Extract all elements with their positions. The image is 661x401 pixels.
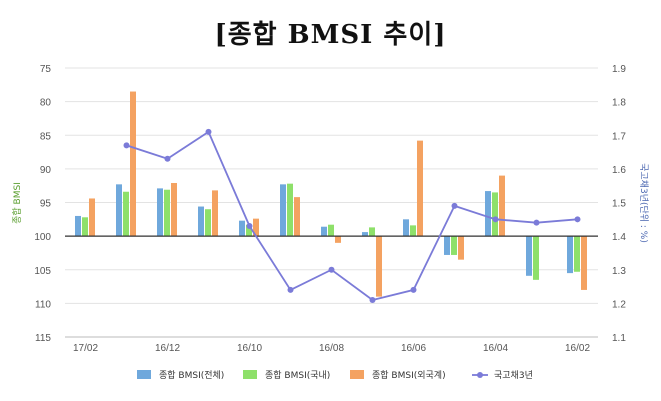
y2-tick-label: 1.1 xyxy=(612,333,626,344)
y-tick-label: 85 xyxy=(40,131,52,142)
x-tick-label: 16/10 xyxy=(237,343,262,354)
bar xyxy=(533,236,539,280)
bar xyxy=(198,206,204,237)
bar xyxy=(444,236,450,255)
line-point xyxy=(574,216,581,223)
line-point xyxy=(369,297,376,304)
bar xyxy=(239,220,245,237)
x-tick-label: 16/12 xyxy=(155,343,180,354)
y-tick-label: 110 xyxy=(35,299,51,310)
y2-tick-label: 1.7 xyxy=(612,131,626,142)
y-tick-label: 115 xyxy=(35,333,51,344)
bar xyxy=(458,236,464,260)
bar xyxy=(287,183,293,237)
bar xyxy=(499,175,505,237)
bar xyxy=(157,188,163,237)
bar xyxy=(130,91,136,237)
bar xyxy=(75,215,81,237)
chart-title: [종합 BMSI 추이] xyxy=(214,20,447,50)
bar xyxy=(328,224,334,237)
line-series xyxy=(126,130,578,301)
bar xyxy=(567,236,573,274)
bar xyxy=(82,217,88,237)
y2-tick-label: 1.8 xyxy=(612,98,626,109)
bar xyxy=(526,236,532,276)
bar xyxy=(253,218,259,237)
y-tick-label: 100 xyxy=(34,232,51,243)
bar xyxy=(581,236,587,290)
bar xyxy=(164,189,170,237)
y2-tick-label: 1.6 xyxy=(612,165,626,176)
bar xyxy=(403,219,409,237)
line-point xyxy=(287,286,294,293)
bar xyxy=(116,184,122,237)
line-point xyxy=(164,155,171,162)
y2-tick-label: 1.5 xyxy=(612,199,626,210)
y-tick-label: 105 xyxy=(34,266,51,277)
y-axis-title: 종합 BMSI xyxy=(12,182,23,224)
bar xyxy=(89,198,95,237)
x-tick-label: 16/02 xyxy=(565,343,590,354)
line-point xyxy=(205,128,212,135)
bar xyxy=(410,225,416,237)
y2-tick-label: 1.2 xyxy=(612,299,626,310)
bar xyxy=(294,197,300,237)
legend-label: 종합 BMSI(외국계) xyxy=(372,369,446,381)
legend-swatch xyxy=(350,370,364,379)
bar xyxy=(246,224,252,237)
line-point xyxy=(451,202,458,209)
bar xyxy=(485,191,491,237)
line-point xyxy=(328,266,335,273)
bar xyxy=(321,226,327,237)
y-tick-label: 80 xyxy=(40,98,52,109)
bar xyxy=(123,191,129,237)
bar xyxy=(212,190,218,237)
y2-tick-label: 1.9 xyxy=(612,64,626,75)
line-point xyxy=(492,216,499,223)
legend-label: 국고채3년 xyxy=(494,370,533,381)
y-tick-label: 95 xyxy=(40,199,52,210)
bar xyxy=(417,140,423,237)
bar xyxy=(451,236,457,255)
bar xyxy=(369,227,375,237)
bar xyxy=(376,236,382,297)
line-point xyxy=(533,219,540,226)
legend-label: 종합 BMSI(전체) xyxy=(159,370,224,381)
y2-tick-label: 1.3 xyxy=(612,266,626,277)
y2-tick-label: 1.4 xyxy=(612,232,626,243)
bar xyxy=(574,236,580,272)
bar xyxy=(362,232,368,237)
legend-swatch xyxy=(137,370,151,379)
line-point xyxy=(246,223,253,230)
bar xyxy=(205,209,211,237)
bar xyxy=(280,184,286,237)
y-tick-label: 75 xyxy=(40,64,52,75)
x-tick-label: 16/04 xyxy=(483,343,508,354)
bar xyxy=(171,182,177,237)
legend-swatch-point xyxy=(477,372,483,378)
x-tick-label: 16/08 xyxy=(319,343,344,354)
line-point xyxy=(123,142,130,149)
x-tick-label: 17/02 xyxy=(73,343,98,354)
legend-label: 종합 BMSI(국내) xyxy=(265,370,330,381)
y-tick-label: 90 xyxy=(40,165,52,176)
bar xyxy=(492,192,498,237)
line-point xyxy=(410,286,417,293)
x-tick-label: 16/06 xyxy=(401,343,426,354)
y2-axis-title: 국고채3년(단위 : %) xyxy=(638,163,649,243)
bar xyxy=(335,236,341,243)
legend-swatch xyxy=(243,370,257,379)
